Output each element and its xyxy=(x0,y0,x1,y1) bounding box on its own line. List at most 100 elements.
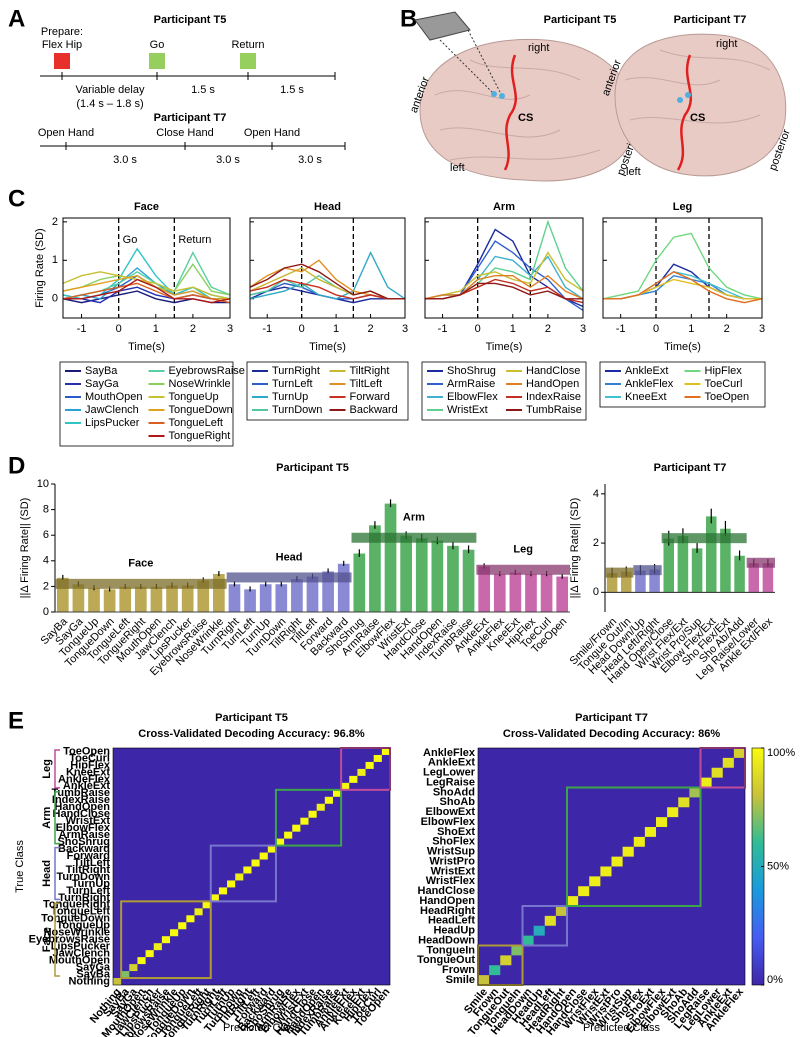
matrix-cell xyxy=(700,777,712,788)
y-axis-label: ||Δ Firing Rate|| (SD) xyxy=(569,498,581,599)
matrix-cell xyxy=(373,754,382,762)
matrix-cell xyxy=(194,908,203,916)
row-label: ShoAdd xyxy=(433,786,475,798)
sulcus-label: CS xyxy=(690,112,705,124)
colorbar-tick-label: 0% xyxy=(767,974,783,986)
x-tick-label: 0 xyxy=(475,323,481,335)
row-label: HandOpen xyxy=(419,895,475,907)
panel-letter: E xyxy=(8,707,24,734)
orientation: left xyxy=(450,162,465,174)
legend-label: Backward xyxy=(350,404,398,416)
central-sulcus xyxy=(503,54,517,171)
bar xyxy=(430,539,444,613)
matrix-cell xyxy=(611,856,623,867)
row-label: ShoExt xyxy=(437,826,475,838)
row-label: TurnDown xyxy=(56,871,110,883)
bar xyxy=(149,586,164,613)
y-tick-label: 0 xyxy=(43,606,49,618)
row-label: HandClose xyxy=(418,885,475,897)
matrix-cell xyxy=(259,852,268,860)
legend-label: NoseWrinkle xyxy=(169,378,231,390)
x-tick-label: -1 xyxy=(77,323,87,335)
array-site xyxy=(677,97,683,103)
matrix-cell xyxy=(267,845,276,853)
x-tick-label: 3 xyxy=(402,323,408,335)
x-tick-label: 2 xyxy=(190,323,196,335)
matrix-cell xyxy=(578,886,590,897)
bar xyxy=(662,537,675,593)
matrix-cell xyxy=(178,922,187,930)
interval-label: 3.0 s xyxy=(216,154,240,166)
row-label: HandClose xyxy=(53,808,110,820)
x-tick-label: 1 xyxy=(153,323,159,335)
sulcus-label: CS xyxy=(518,112,533,124)
bar xyxy=(165,584,179,613)
legend-label: TurnDown xyxy=(272,404,322,416)
row-label: LegRaise xyxy=(426,776,475,788)
legend-label: IndexRaise xyxy=(526,391,581,403)
row-label: Smile xyxy=(446,974,475,986)
subplot-title: Face xyxy=(134,201,159,213)
legend-label: ElbowFlex xyxy=(447,391,498,403)
row-label: TongueOut xyxy=(417,954,475,966)
matrix-cell xyxy=(284,831,293,839)
group-label: Head xyxy=(41,860,53,887)
matrix-cell xyxy=(600,866,612,877)
matrix-cell xyxy=(121,971,130,979)
matrix-cell xyxy=(332,789,342,797)
row-label: AnkleExt xyxy=(428,757,475,769)
panel-b: B Participant T5 right anterior left pos… xyxy=(400,5,793,182)
row-label: ShoFlex xyxy=(432,836,476,848)
y-tick-label: 2 xyxy=(43,580,49,592)
series-line xyxy=(603,274,762,300)
matrix-cell xyxy=(137,957,146,965)
legend-label: TiltLeft xyxy=(350,378,383,390)
row-label: SayGa xyxy=(76,961,111,973)
legend-label: TurnUp xyxy=(272,391,308,403)
x-tick-label: 3 xyxy=(580,323,586,335)
row-label: ArmRaise xyxy=(59,829,110,841)
row-label: TiltRight xyxy=(66,864,111,876)
plot-frame xyxy=(424,217,584,319)
y-axis-label: True Class xyxy=(14,840,26,893)
row-label: TurnRight xyxy=(58,892,110,904)
legend-label: KneeExt xyxy=(625,391,667,403)
event-label: Close Hand xyxy=(156,127,213,139)
legend-label: EyebrowsRaise xyxy=(169,365,245,377)
row-label: AnkleExt xyxy=(63,780,110,792)
legend-box xyxy=(59,361,234,447)
bar xyxy=(733,554,746,593)
matrix-cell xyxy=(722,757,734,768)
row-label: TongueRight xyxy=(43,899,110,911)
bar xyxy=(337,562,351,613)
cue xyxy=(54,53,70,69)
matrix-cell xyxy=(511,945,523,956)
group-label: Arm xyxy=(403,512,425,524)
y-tick-label: 6 xyxy=(43,529,49,541)
legend-box xyxy=(599,361,766,408)
orientation: left xyxy=(626,166,641,178)
row-label: HeadLeft xyxy=(428,915,475,927)
bar xyxy=(259,583,273,613)
subplot-title: Leg xyxy=(673,201,693,213)
row-label: Forward xyxy=(67,850,110,862)
series-line xyxy=(424,274,584,300)
row-label: Nothing xyxy=(68,975,110,987)
matrix-cell xyxy=(489,965,501,976)
row-label: LegLower xyxy=(423,767,476,779)
legend-label: TurnLeft xyxy=(272,378,313,390)
x-tick-label: -1 xyxy=(616,323,626,335)
row-label: Frown xyxy=(442,964,475,976)
matrix-cell xyxy=(357,768,366,776)
matrix-cell xyxy=(622,846,634,857)
matrix-cell xyxy=(129,964,138,972)
row-label: AnkleFlex xyxy=(58,773,111,785)
y-tick-label: 1 xyxy=(52,254,58,266)
row-label: TumbRaise xyxy=(52,787,110,799)
series-line xyxy=(249,286,405,304)
bar xyxy=(290,578,304,613)
legend-label: TumbRaise xyxy=(526,404,582,416)
legend-label: ArmRaise xyxy=(447,378,495,390)
array-site xyxy=(491,91,497,97)
interval-label: (1.4 s – 1.8 s) xyxy=(76,98,143,110)
